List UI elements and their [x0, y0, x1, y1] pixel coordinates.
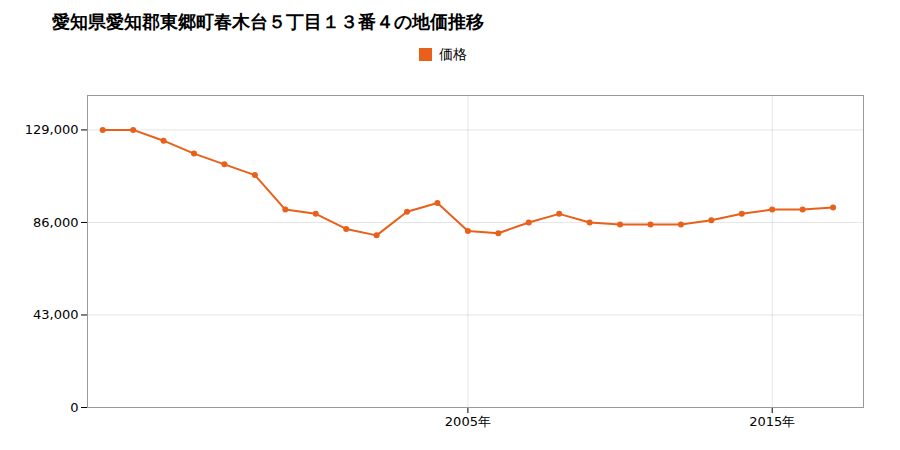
svg-text:2015年: 2015年 [749, 414, 795, 429]
svg-text:43,000: 43,000 [33, 307, 79, 322]
svg-text:2005年: 2005年 [445, 414, 491, 429]
svg-text:129,000: 129,000 [25, 122, 79, 137]
svg-text:0: 0 [70, 400, 78, 415]
svg-text:86,000: 86,000 [33, 215, 79, 230]
html-text:価格: 価格 [439, 45, 467, 62]
html-text:愛知県愛知郡東郷町春木台５丁目１３番４の地価推移: 愛知県愛知郡東郷町春木台５丁目１３番４の地価推移 [52, 11, 484, 32]
